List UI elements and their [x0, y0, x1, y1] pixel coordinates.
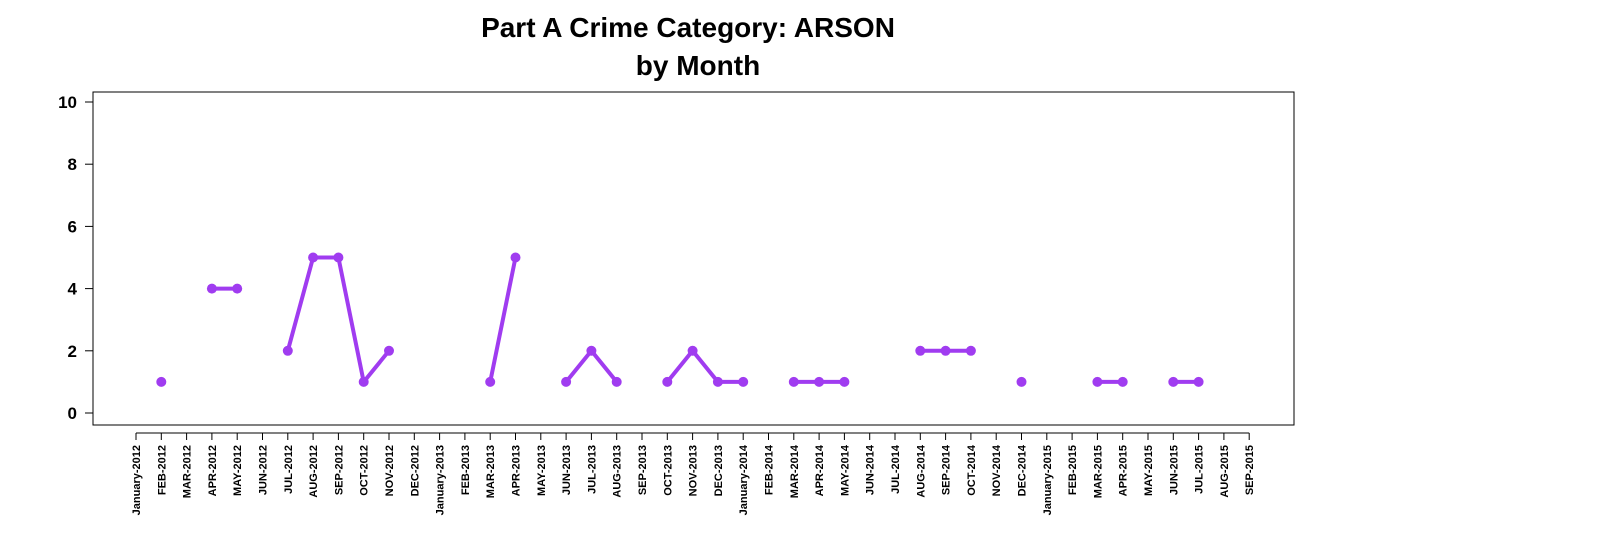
- y-tick-label: 0: [68, 404, 77, 423]
- series-line-segment: [361, 348, 391, 384]
- plot-frame: [92, 91, 1295, 426]
- data-point: [965, 345, 976, 356]
- data-point: [662, 376, 673, 387]
- series-line-segment: [336, 255, 366, 384]
- data-point: [485, 376, 496, 387]
- x-tick-label: APR-2012: [207, 445, 219, 496]
- data-point: [687, 345, 698, 356]
- series-line-segment: [589, 348, 619, 384]
- x-tick-label: FEB-2015: [1067, 445, 1079, 495]
- data-point: [282, 345, 293, 356]
- data-point: [712, 376, 723, 387]
- series-line-segment: [285, 255, 316, 353]
- x-tick-label: AUG-2012: [308, 445, 320, 498]
- x-tick-label: MAR-2013: [485, 445, 497, 498]
- x-tick-label: DEC-2014: [1017, 444, 1029, 496]
- x-tick-label: SEP-2013: [637, 445, 649, 495]
- x-tick-label: JUN-2014: [865, 444, 877, 495]
- x-tick-label: FEB-2012: [156, 445, 168, 495]
- data-point: [839, 376, 850, 387]
- series-line-segment: [564, 348, 594, 384]
- series-line-segment: [690, 348, 720, 384]
- data-point: [586, 345, 597, 356]
- x-tick-label: APR-2013: [511, 445, 523, 496]
- x-tick-label: NOV-2014: [991, 444, 1003, 496]
- x-tick-label: APR-2014: [814, 444, 826, 496]
- x-tick-label: AUG-2013: [612, 445, 624, 498]
- x-tick-label: MAR-2012: [182, 445, 194, 498]
- x-tick-label: MAY-2012: [232, 445, 244, 496]
- x-tick-label: January-2012: [131, 445, 143, 515]
- x-tick-label: OCT-2013: [662, 445, 674, 496]
- x-tick-label: NOV-2013: [688, 445, 700, 496]
- series-line-segment: [665, 348, 695, 384]
- y-axis: 0 2 4 6 8 10: [58, 93, 94, 423]
- x-tick-label: SEP-2012: [333, 445, 345, 495]
- x-tick-label: MAY-2015: [1143, 445, 1155, 496]
- y-tick-label: 6: [68, 217, 77, 236]
- x-tick-label: AUG-2015: [1219, 445, 1231, 498]
- data-point: [384, 345, 394, 356]
- x-tick-label: APR-2015: [1118, 445, 1130, 496]
- x-tick-label: FEB-2014: [764, 444, 776, 495]
- x-tick-label: MAR-2015: [1092, 445, 1104, 498]
- data-point: [561, 376, 572, 387]
- data-point: [940, 345, 951, 356]
- x-tick-label: FEB-2013: [460, 445, 472, 495]
- data-point: [206, 283, 217, 294]
- data-point: [814, 376, 825, 387]
- x-tick-label: OCT-2014: [966, 444, 978, 496]
- series-arson: [156, 252, 1204, 387]
- data-point: [1168, 376, 1179, 387]
- x-tick-label: JUN-2013: [561, 445, 573, 495]
- x-tick-label: January-2013: [435, 445, 447, 515]
- x-axis: January-2012 FEB-2012 MAR-2012 APR-2012 MAY-…: [131, 432, 1256, 515]
- data-point: [333, 252, 344, 263]
- series-line-segment: [488, 255, 518, 384]
- y-tick-label: 10: [58, 93, 77, 112]
- x-tick-label: AUG-2014: [915, 444, 927, 497]
- x-tick-label: January-2014: [738, 444, 750, 515]
- x-tick-label: January-2015: [1042, 445, 1054, 515]
- x-tick-label: MAY-2014: [839, 444, 851, 496]
- data-point: [611, 376, 622, 387]
- x-tick-label: JUL-2013: [586, 445, 598, 494]
- chart-title: Part A Crime Category: ARSON: [481, 12, 895, 43]
- data-point: [1016, 376, 1027, 387]
- x-tick-label: DEC-2012: [409, 445, 421, 496]
- data-point: [738, 376, 749, 387]
- x-tick-label: MAY-2013: [536, 445, 548, 496]
- data-point: [358, 376, 369, 387]
- y-tick-label: 8: [68, 155, 77, 174]
- x-tick-label: JUL-2015: [1194, 445, 1206, 494]
- data-point: [1092, 376, 1103, 387]
- data-point: [308, 252, 319, 263]
- y-tick-label: 4: [68, 280, 78, 299]
- chart-subtitle: by Month: [636, 50, 760, 81]
- x-tick-label: OCT-2012: [359, 445, 371, 496]
- x-tick-label: JUL-2012: [283, 445, 295, 494]
- data-point: [788, 376, 799, 387]
- x-tick-label: MAR-2014: [789, 444, 801, 498]
- data-point: [510, 252, 521, 263]
- x-tick-label: DEC-2013: [713, 445, 725, 496]
- x-tick-label: JUN-2012: [258, 445, 270, 495]
- data-point: [915, 345, 926, 356]
- y-tick-label: 2: [68, 342, 77, 361]
- x-tick-label: SEP-2014: [941, 444, 953, 495]
- x-tick-label: JUL-2014: [890, 444, 902, 494]
- x-tick-label: NOV-2012: [384, 445, 396, 496]
- data-point: [156, 376, 167, 387]
- data-point: [1117, 376, 1128, 387]
- x-tick-label: JUN-2015: [1168, 445, 1180, 495]
- data-point: [232, 283, 243, 294]
- data-point: [1193, 376, 1204, 387]
- x-tick-label: SEP-2015: [1244, 445, 1256, 495]
